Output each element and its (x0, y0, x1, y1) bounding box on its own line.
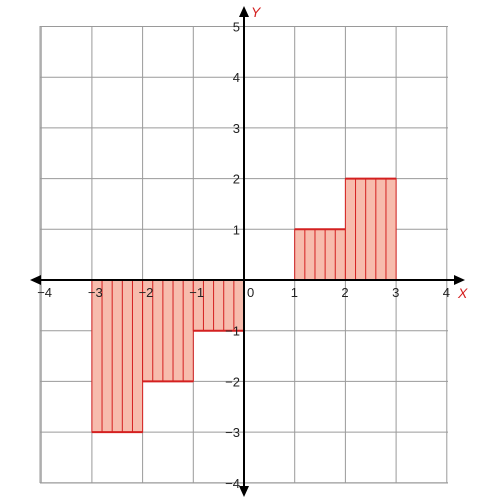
x-tick-label: −4 (37, 285, 52, 300)
x-tick-label: 3 (392, 285, 399, 300)
x-axis-arrow-left (30, 275, 41, 285)
y-tick-label: 2 (233, 172, 240, 187)
y-tick-label: −4 (225, 476, 240, 491)
y-tick-label: 1 (233, 222, 240, 237)
y-tick-label: 3 (233, 121, 240, 136)
bars (91, 177, 397, 434)
y-axis-label: Y (251, 4, 262, 20)
bar (142, 279, 194, 382)
bar (91, 279, 144, 433)
x-tick-label: 4 (443, 285, 450, 300)
bar (294, 228, 346, 281)
x-tick-label: 2 (341, 285, 348, 300)
y-tick-label: −1 (225, 324, 240, 339)
y-axis-arrow-up (239, 6, 249, 17)
bar (192, 279, 245, 332)
x-tick-label: −1 (189, 285, 204, 300)
tick-labels: −4 −3 −2 −1 0 1 2 3 4 −4 −3 −2 −1 1 2 3 4 5 (37, 20, 450, 491)
bar (344, 178, 397, 281)
x-tick-label: −3 (88, 285, 103, 300)
y-axis-arrow-down (239, 486, 249, 497)
x-axis-label: X (457, 285, 468, 301)
axes (30, 6, 465, 497)
y-tick-label: 5 (233, 20, 240, 35)
x-tick-label: −2 (139, 285, 154, 300)
y-tick-label: −3 (225, 425, 240, 440)
x-axis-arrow-right (454, 275, 465, 285)
x-tick-label: 0 (247, 285, 254, 300)
y-tick-label: 4 (233, 70, 240, 85)
y-tick-label: −2 (225, 374, 240, 389)
x-tick-label: 1 (291, 285, 298, 300)
